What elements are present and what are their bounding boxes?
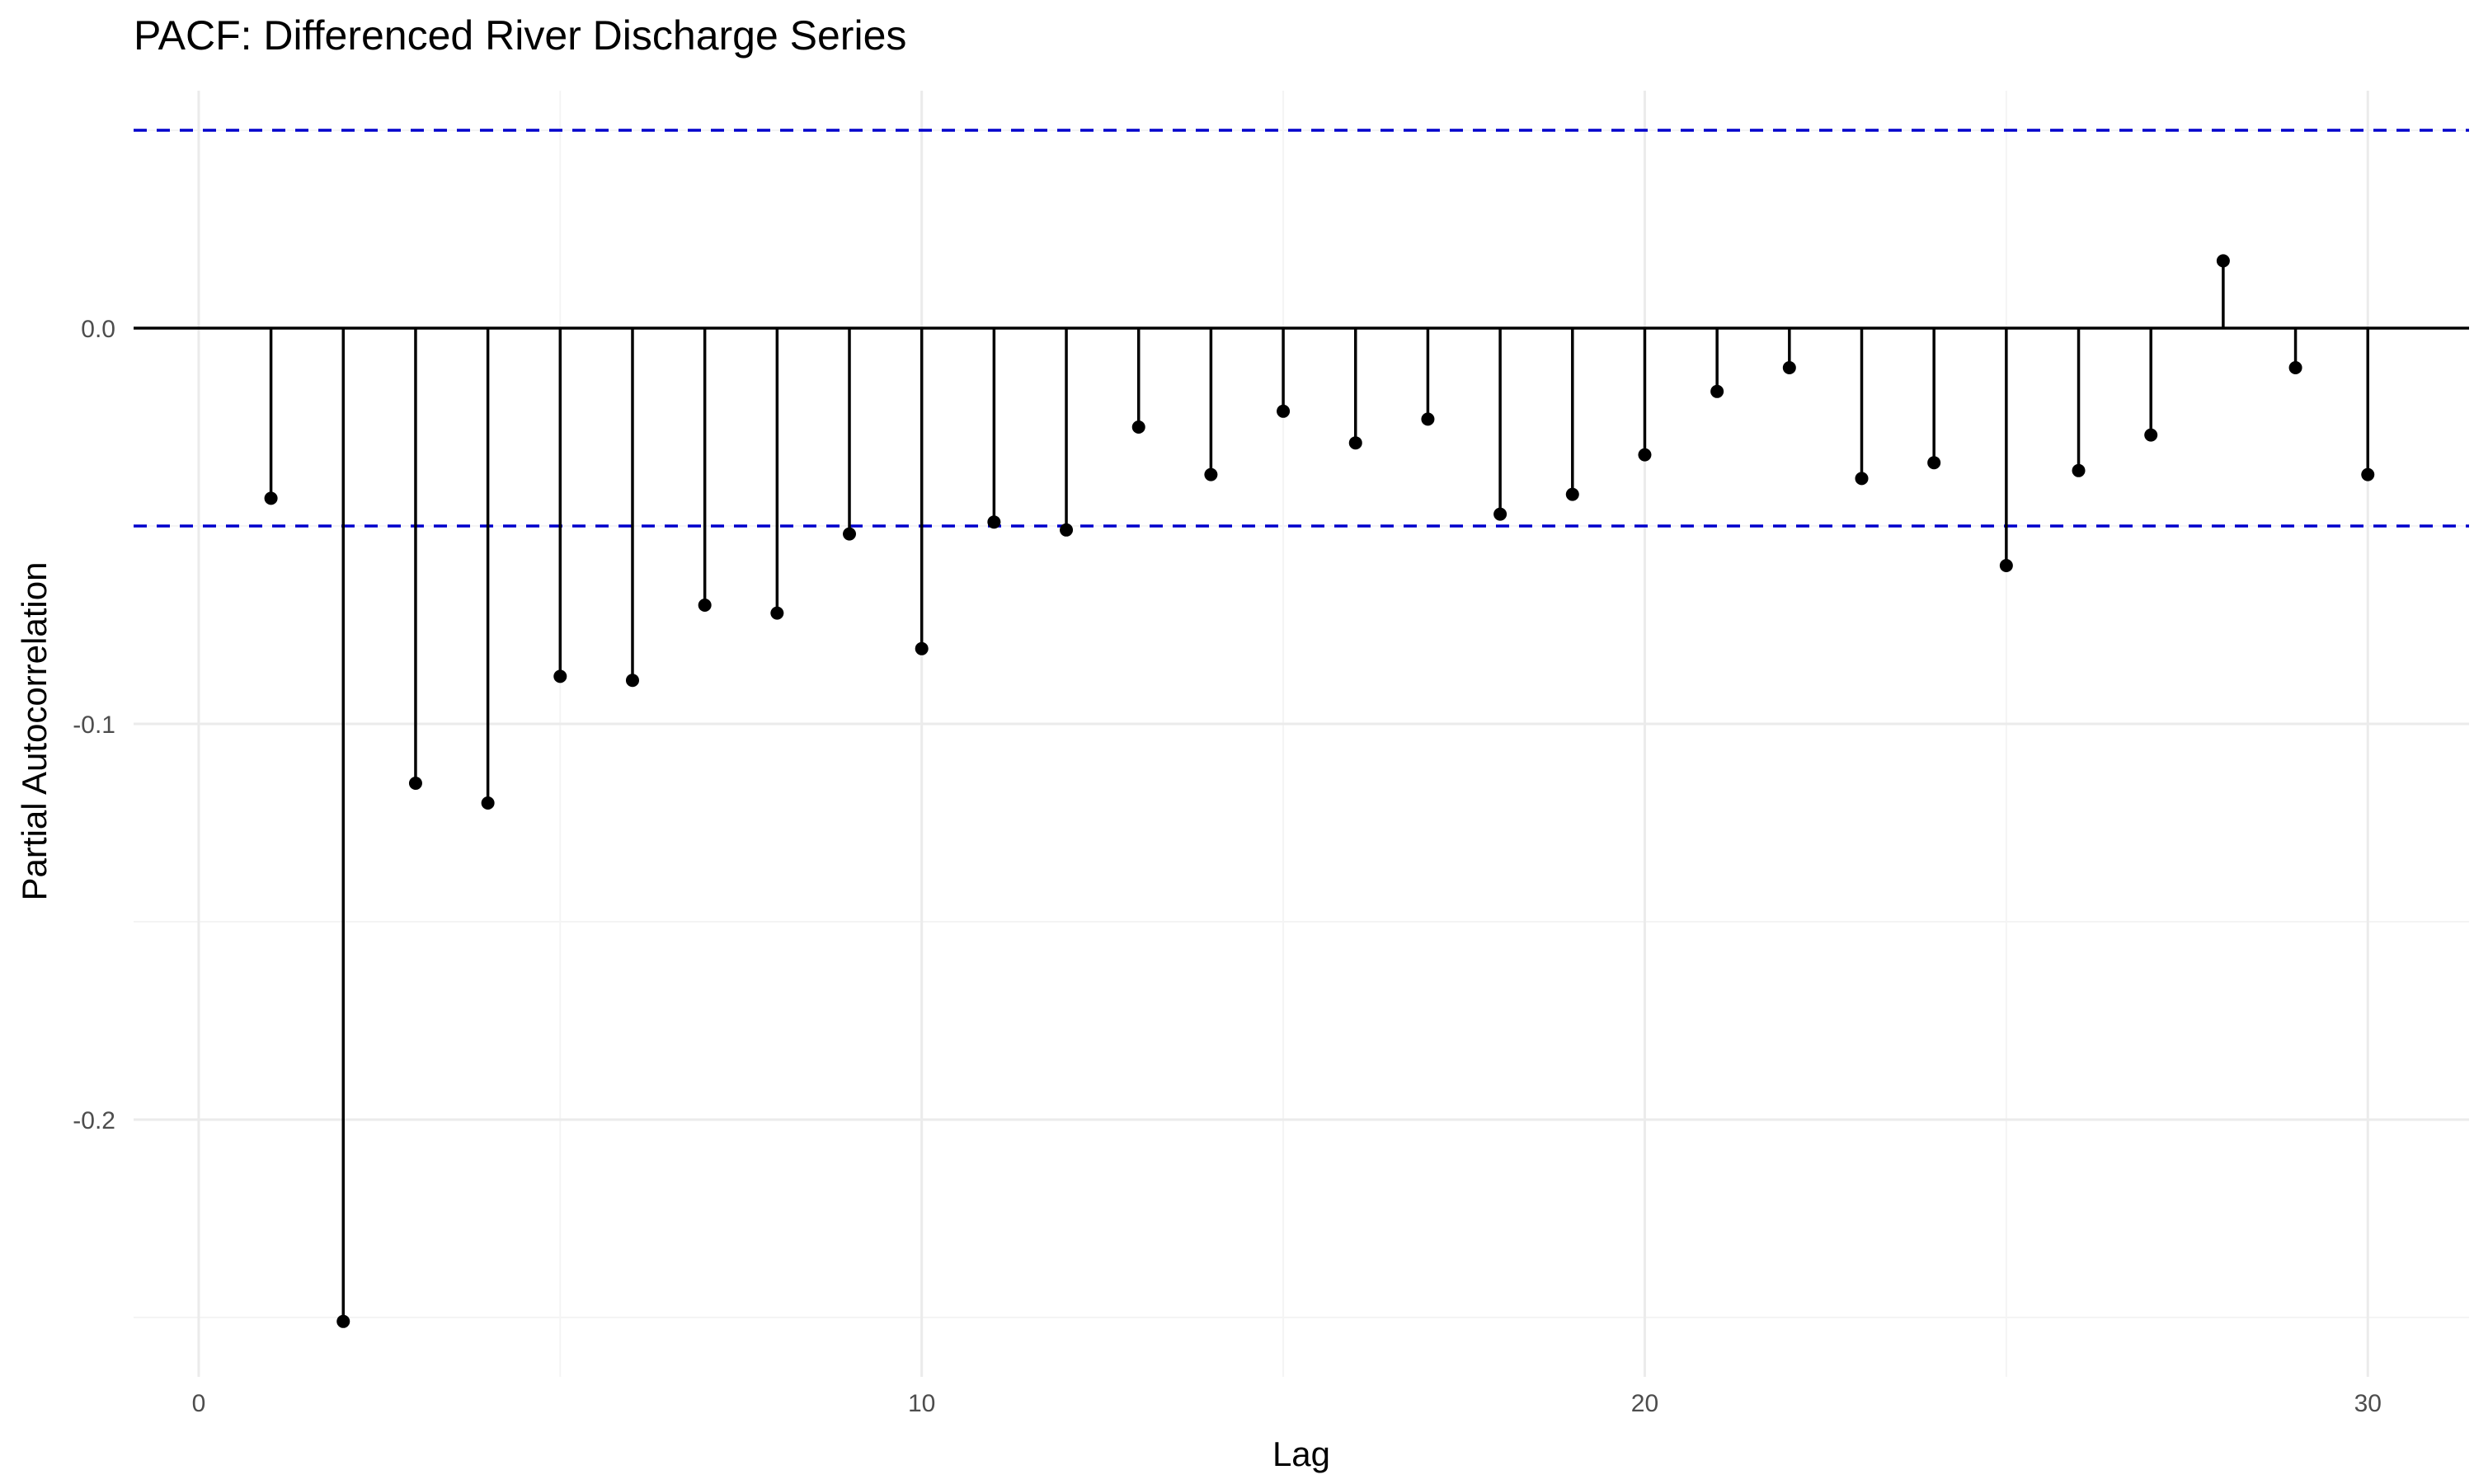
pacf-point-lag-22 [1782,361,1796,374]
pacf-point-lag-21 [1710,384,1724,398]
x-tick-label: 10 [908,1390,935,1417]
pacf-point-lag-26 [2072,463,2086,477]
pacf-point-lag-30 [2361,467,2375,481]
pacf-point-lag-10 [915,641,929,655]
pacf-points [264,254,2375,1328]
y-axis-ticks: -0.2 -0.1 0.0 [73,316,115,1134]
pacf-point-lag-28 [2216,254,2230,268]
pacf-point-lag-14 [1204,467,1218,481]
pacf-point-lag-6 [625,674,639,688]
pacf-point-lag-20 [1638,448,1652,462]
confidence-bounds [134,129,2469,528]
pacf-point-lag-24 [1927,456,1941,470]
pacf-point-lag-5 [553,669,567,683]
x-tick-label: 30 [2354,1390,2382,1417]
pacf-point-lag-25 [1999,559,2013,572]
y-tick-label: 0.0 [81,316,115,343]
pacf-point-lag-17 [1421,412,1435,426]
x-tick-label: 0 [192,1390,206,1417]
chart-title: PACF: Differenced River Discharge Series [134,12,906,59]
y-tick-label: -0.2 [73,1107,115,1134]
pacf-stems [269,261,2370,1322]
pacf-point-lag-11 [987,515,1001,529]
pacf-point-lag-29 [2288,361,2302,374]
x-axis-title: Lag [1272,1435,1330,1473]
y-tick-label: -0.1 [73,711,115,739]
pacf-point-lag-3 [408,777,422,790]
pacf-point-lag-19 [1565,487,1579,501]
pacf-point-lag-16 [1348,436,1362,450]
x-axis-ticks: 0 10 20 30 [192,1390,2382,1417]
pacf-point-lag-23 [1855,472,1869,486]
pacf-point-lag-9 [843,527,857,541]
pacf-point-lag-15 [1277,404,1291,418]
pacf-point-lag-8 [770,606,784,620]
pacf-point-lag-27 [2144,428,2158,442]
grid-lines [134,91,2469,1377]
y-axis-title: Partial Autocorrelation [15,562,54,901]
pacf-point-lag-18 [1493,507,1507,521]
pacf-point-lag-13 [1131,420,1145,434]
pacf-point-lag-1 [264,491,278,505]
x-tick-label: 20 [1631,1390,1658,1417]
pacf-point-lag-4 [481,796,495,810]
pacf-point-lag-12 [1060,523,1074,537]
pacf-point-lag-2 [336,1314,350,1328]
pacf-point-lag-7 [698,599,712,612]
